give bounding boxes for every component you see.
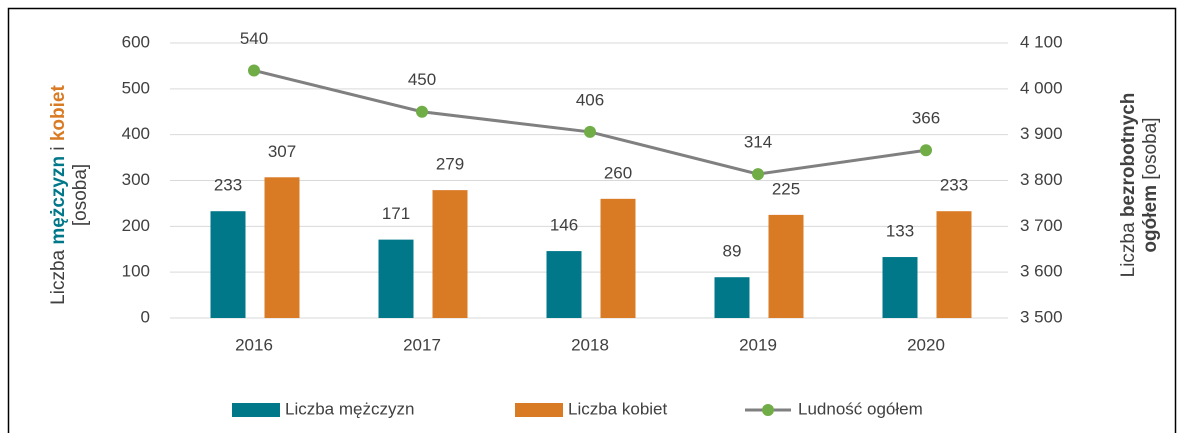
y-axis-label-part: kobiet xyxy=(48,85,69,142)
bar xyxy=(210,211,246,318)
legend-label: Liczba kobiet xyxy=(568,399,668,418)
y2-tick-label: 3 700 xyxy=(1020,216,1063,235)
data-label: 233 xyxy=(940,176,968,195)
y-axis-label-part: i xyxy=(48,141,69,156)
data-label: 307 xyxy=(268,142,296,161)
bar xyxy=(936,211,972,318)
line-marker xyxy=(920,144,932,157)
frame xyxy=(7,7,1177,433)
bar xyxy=(432,190,468,318)
line-marker xyxy=(248,64,260,77)
x-tick-label: 2016 xyxy=(235,335,273,354)
y-axis-label: Liczba mężczyzn i kobiet [osoba] xyxy=(48,85,91,305)
x-tick-label: 2017 xyxy=(403,335,441,354)
data-label: 233 xyxy=(214,176,242,195)
data-label: 133 xyxy=(886,222,914,241)
y2-axis-label-part: Liczba xyxy=(1118,217,1139,277)
bar xyxy=(546,251,582,318)
legend-marker xyxy=(762,404,774,416)
y2-tick-label: 4 000 xyxy=(1020,78,1063,97)
data-label: 146 xyxy=(550,216,578,235)
x-tick-label: 2020 xyxy=(907,335,945,354)
y-axis-label-part: mężczyzn xyxy=(48,156,69,245)
y-tick-label: 400 xyxy=(122,124,150,143)
data-label: 171 xyxy=(382,204,410,223)
legend-label: Ludność ogółem xyxy=(798,399,923,418)
y-tick-label: 200 xyxy=(122,216,150,235)
y2-axis-label: Liczba bezrobotnychogółem [osoba] xyxy=(1118,93,1161,278)
bar xyxy=(714,277,750,318)
data-label: 366 xyxy=(912,109,940,128)
x-tick-label: 2018 xyxy=(571,335,609,354)
legend-label: Liczba mężczyzn xyxy=(285,399,414,418)
line-marker xyxy=(752,168,764,181)
data-label: 450 xyxy=(408,70,436,89)
y-tick-label: 0 xyxy=(141,307,150,326)
data-label: 406 xyxy=(576,90,604,109)
y2-tick-label: 3 900 xyxy=(1020,124,1063,143)
bar xyxy=(882,257,918,318)
data-label: 540 xyxy=(240,29,268,48)
data-label: 260 xyxy=(604,163,632,182)
bar xyxy=(378,239,414,318)
y2-axis-label-part: ogółem xyxy=(1140,185,1161,253)
y-axis-label-part: [osoba] xyxy=(70,164,91,226)
line-marker xyxy=(584,125,596,138)
data-label: 225 xyxy=(772,179,800,198)
y2-axis-label-part: [osoba] xyxy=(1140,117,1161,185)
y-axis-label-part: Liczba xyxy=(48,245,69,305)
data-label: 314 xyxy=(744,133,772,152)
x-tick-label: 2019 xyxy=(739,335,777,354)
line xyxy=(253,69,927,176)
y-tick-label: 100 xyxy=(122,262,150,281)
y2-tick-label: 4 100 xyxy=(1020,32,1063,51)
legend-swatch xyxy=(232,403,280,417)
data-label: 279 xyxy=(436,155,464,174)
y-tick-label: 600 xyxy=(122,32,150,51)
bar xyxy=(768,214,804,318)
line-marker xyxy=(416,105,428,118)
legend-swatch xyxy=(515,403,563,417)
y-tick-label: 500 xyxy=(122,78,150,97)
y2-tick-label: 3 600 xyxy=(1020,262,1063,281)
y2-tick-label: 3 800 xyxy=(1020,170,1063,189)
y2-tick-label: 3 500 xyxy=(1020,307,1063,326)
bar xyxy=(600,198,636,318)
data-label: 89 xyxy=(723,242,742,261)
y2-axis-label-part: bezrobotnych xyxy=(1118,93,1139,218)
bar xyxy=(264,177,300,318)
y-tick-label: 300 xyxy=(122,170,150,189)
